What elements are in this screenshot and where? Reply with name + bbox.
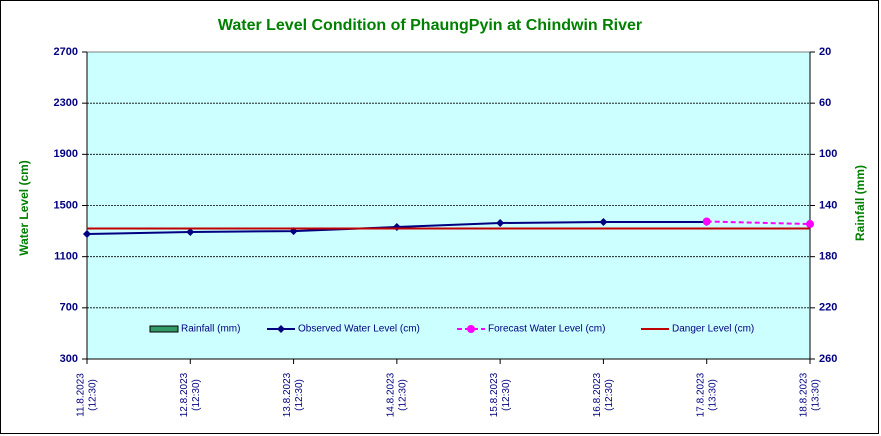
y-tick-label: 1500 bbox=[54, 199, 78, 211]
y-axis-title: Water Level (cm) bbox=[17, 160, 31, 256]
x-tick-time: (12:30) bbox=[191, 379, 202, 411]
y2-tick-label: 260 bbox=[819, 353, 837, 365]
y2-tick-label: 140 bbox=[819, 199, 837, 211]
y2-tick-label: 60 bbox=[819, 97, 831, 109]
x-tick-label: 14.8.2023 bbox=[385, 372, 396, 417]
y2-tick-label: 100 bbox=[819, 148, 837, 160]
y-tick-label: 2700 bbox=[54, 46, 78, 58]
x-tick-time: (12:30) bbox=[88, 379, 99, 411]
legend-label: Observed Water Level (cm) bbox=[298, 324, 420, 335]
x-tick-label: 18.8.2023 bbox=[799, 372, 810, 417]
y2-tick-label: 220 bbox=[819, 302, 837, 314]
x-tick-time: (12:30) bbox=[501, 379, 512, 411]
legend-label: Rainfall (mm) bbox=[181, 324, 240, 335]
legend-marker bbox=[467, 325, 475, 333]
y2-tick-label: 180 bbox=[819, 251, 837, 263]
line-marker bbox=[599, 218, 608, 227]
line-marker bbox=[496, 219, 505, 228]
chart-title: Water Level Condition of PhaungPyin at C… bbox=[218, 17, 642, 34]
x-tick-time: (12:30) bbox=[397, 379, 408, 411]
y2-tick-label: 20 bbox=[819, 46, 831, 58]
y-tick-label: 300 bbox=[60, 353, 78, 365]
y-tick-label: 2300 bbox=[54, 97, 78, 109]
y-tick-label: 700 bbox=[60, 302, 78, 314]
line-marker bbox=[83, 230, 91, 239]
x-tick-time: (12:30) bbox=[294, 379, 305, 411]
x-tick-label: 12.8.2023 bbox=[179, 372, 190, 417]
x-tick-label: 11.8.2023 bbox=[76, 373, 87, 417]
x-tick-label: 17.8.2023 bbox=[695, 372, 706, 417]
legend-swatch bbox=[149, 325, 179, 333]
x-tick-label: 13.8.2023 bbox=[282, 372, 293, 417]
line-marker bbox=[186, 227, 195, 236]
line-marker bbox=[806, 220, 814, 229]
x-tick-label: 15.8.2023 bbox=[489, 372, 500, 417]
y-tick-label: 1900 bbox=[54, 148, 78, 160]
legend-label: Danger Level (cm) bbox=[672, 324, 754, 335]
line bbox=[706, 220, 811, 226]
line-marker bbox=[702, 217, 711, 226]
legend-marker bbox=[277, 325, 285, 333]
y2-axis-title: Rainfall (mm) bbox=[853, 165, 867, 241]
x-tick-label: 16.8.2023 bbox=[592, 372, 603, 417]
x-tick-time: (13:30) bbox=[707, 379, 718, 411]
x-tick-time: (13:30) bbox=[811, 379, 822, 411]
y-tick-label: 1100 bbox=[54, 251, 78, 263]
x-tick-time: (12:30) bbox=[604, 379, 615, 411]
legend-label: Forecast Water Level (cm) bbox=[488, 324, 605, 335]
